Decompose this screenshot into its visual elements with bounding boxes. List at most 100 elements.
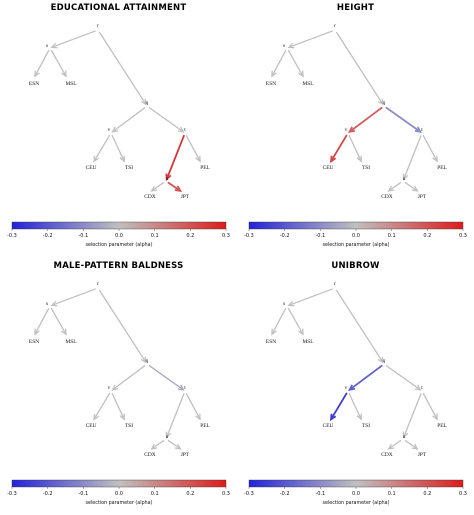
edge-u-JPT bbox=[167, 440, 182, 450]
axis-tick-label: -0.2 bbox=[43, 233, 53, 239]
node-label-cdx: CDX bbox=[381, 194, 392, 200]
node-label-msl: MSL bbox=[65, 81, 76, 87]
node-label-r: r bbox=[97, 281, 99, 287]
node-label-tsi: TSI bbox=[362, 423, 370, 429]
edge-v-TSI bbox=[111, 393, 125, 421]
node-label-pel: PEL bbox=[200, 165, 210, 171]
node-label-q: q bbox=[146, 100, 149, 106]
node-label-ceu: CEU bbox=[86, 165, 97, 171]
node-label-jpt: JPT bbox=[181, 194, 190, 200]
node-label-t: t bbox=[184, 127, 186, 133]
node-label-msl: MSL bbox=[65, 339, 76, 345]
axis-tick-label: 0.2 bbox=[186, 233, 194, 239]
axis-tick-label: -0.1 bbox=[78, 233, 88, 239]
edge-r-s bbox=[50, 30, 96, 49]
edge-u-JPT bbox=[167, 181, 183, 193]
edge-q-t bbox=[148, 365, 185, 391]
axis-tick-label: 0.2 bbox=[423, 491, 431, 497]
node-label-pel: PEL bbox=[200, 423, 210, 429]
node-label-t: t bbox=[421, 385, 423, 391]
edge-u-JPT bbox=[404, 182, 419, 192]
panel-educational-attainment: EDUCATIONAL ATTAINMENT r s ESN MSL q v t CEU TSI… bbox=[0, 0, 237, 257]
edge-t-u bbox=[402, 393, 422, 439]
node-label-tsi: TSI bbox=[125, 423, 133, 429]
node-label-esn: ESN bbox=[266, 81, 276, 87]
edge-r-q bbox=[335, 289, 384, 364]
axis-label: selection parameter (alpha) bbox=[86, 242, 153, 248]
edge-r-s bbox=[287, 30, 333, 49]
edge-u-CDX bbox=[387, 182, 402, 192]
axis-tick-label: -0.2 bbox=[280, 233, 290, 239]
node-label-u: u bbox=[403, 434, 406, 440]
axis-tick-label: 0.3 bbox=[459, 491, 467, 497]
edge-r-q bbox=[98, 289, 147, 364]
node-label-r: r bbox=[334, 281, 336, 287]
edge-t-PEL bbox=[185, 134, 201, 163]
node-label-pel: PEL bbox=[437, 423, 447, 429]
edge-q-v bbox=[347, 106, 383, 134]
axis-tick-label: -0.3 bbox=[7, 233, 17, 239]
node-label-u: u bbox=[166, 434, 169, 440]
axis-tick-label: -0.2 bbox=[280, 491, 290, 497]
node-label-r: r bbox=[334, 23, 336, 29]
node-label-s: s bbox=[283, 43, 285, 49]
edge-u-JPT bbox=[404, 440, 419, 450]
node-label-u: u bbox=[166, 176, 169, 182]
edge-q-v bbox=[347, 364, 383, 392]
node-label-v: v bbox=[345, 127, 348, 133]
axis-tick-label: -0.1 bbox=[315, 233, 325, 239]
node-label-msl: MSL bbox=[302, 81, 313, 87]
edge-u-CDX bbox=[150, 440, 165, 450]
axis-label: selection parameter (alpha) bbox=[323, 500, 390, 506]
edge-q-t bbox=[385, 365, 422, 391]
panel-title: HEIGHT bbox=[336, 3, 375, 13]
color-scale-bar bbox=[11, 479, 227, 488]
panel-title: EDUCATIONAL ATTAINMENT bbox=[50, 3, 187, 13]
axis-tick-label: 0.3 bbox=[459, 233, 467, 239]
edge-s-ESN bbox=[271, 307, 287, 336]
node-label-t: t bbox=[184, 385, 186, 391]
axis-tick-label: 0.0 bbox=[352, 491, 360, 497]
tree-diagram: r s ESN MSL q v t CEU TSI PEL u CDX JPT -0.3 -0.2 -0.1 0… bbox=[7, 23, 230, 248]
edge-s-MSL bbox=[50, 49, 67, 78]
node-label-cdx: CDX bbox=[381, 452, 392, 458]
edge-v-CEU bbox=[93, 392, 111, 421]
tree-diagram: r s ESN MSL q v t CEU TSI PEL u CDX JPT -0.3 -0.2 -0.1 0… bbox=[244, 23, 467, 248]
edge-s-MSL bbox=[50, 307, 67, 336]
axis-label: selection parameter (alpha) bbox=[86, 500, 153, 506]
edge-t-u bbox=[165, 134, 185, 182]
axis-tick-label: -0.3 bbox=[244, 491, 254, 497]
node-label-jpt: JPT bbox=[418, 452, 427, 458]
axis-tick-label: -0.2 bbox=[43, 491, 53, 497]
edge-t-PEL bbox=[422, 134, 438, 163]
edge-u-CDX bbox=[150, 182, 165, 192]
axis-tick-label: -0.3 bbox=[244, 233, 254, 239]
node-label-ceu: CEU bbox=[323, 423, 334, 429]
edge-r-s bbox=[50, 288, 96, 307]
edge-r-q bbox=[335, 31, 384, 106]
node-label-t: t bbox=[421, 127, 423, 133]
color-scale-bar bbox=[248, 479, 464, 488]
node-label-s: s bbox=[46, 43, 48, 49]
edge-s-ESN bbox=[34, 307, 50, 336]
edge-q-t bbox=[385, 106, 423, 134]
tree-diagram: r s ESN MSL q v t CEU TSI PEL u CDX JPT -0.3 -0.2 -0.1 0… bbox=[244, 281, 467, 506]
node-label-tsi: TSI bbox=[125, 165, 133, 171]
axis-tick-label: -0.1 bbox=[78, 491, 88, 497]
color-scale-bar bbox=[11, 221, 227, 230]
edge-v-CEU bbox=[329, 134, 348, 164]
node-label-ceu: CEU bbox=[86, 423, 97, 429]
axis-tick-label: -0.3 bbox=[7, 491, 17, 497]
node-label-esn: ESN bbox=[266, 339, 276, 345]
axis-tick-label: 0.3 bbox=[222, 233, 230, 239]
node-label-pel: PEL bbox=[437, 165, 447, 171]
panel-title: UNIBROW bbox=[331, 261, 380, 271]
panel-height: HEIGHT r s ESN MSL q v t CEU TSI PEL u CDX JPT -0.3 -0… bbox=[237, 0, 474, 257]
node-label-cdx: CDX bbox=[144, 194, 155, 200]
node-label-s: s bbox=[46, 301, 48, 307]
edge-u-CDX bbox=[387, 440, 402, 450]
edge-q-v bbox=[111, 365, 146, 391]
axis-label: selection parameter (alpha) bbox=[323, 242, 390, 248]
node-label-v: v bbox=[345, 385, 348, 391]
node-label-jpt: JPT bbox=[181, 452, 190, 458]
